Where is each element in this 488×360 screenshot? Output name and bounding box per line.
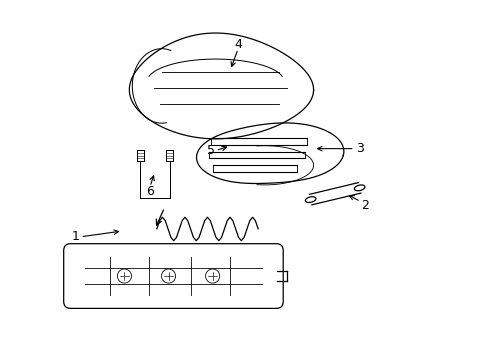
Text: 6: 6 [146,185,154,198]
Text: 3: 3 [355,142,363,155]
Text: 4: 4 [234,38,242,51]
Text: 5: 5 [206,144,214,157]
Text: 2: 2 [361,199,369,212]
Text: 1: 1 [71,230,79,243]
